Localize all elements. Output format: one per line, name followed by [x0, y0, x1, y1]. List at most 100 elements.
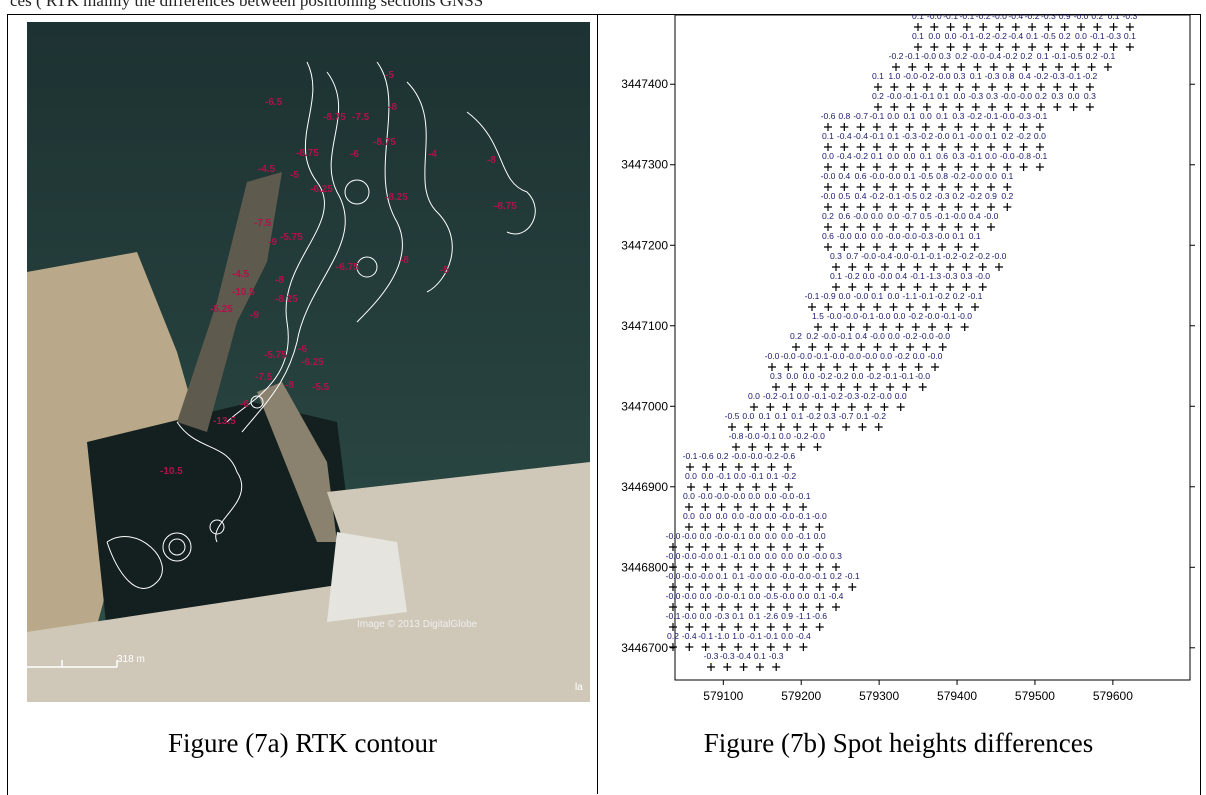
spot-label: 0.1	[887, 131, 899, 141]
spot-cross	[907, 103, 915, 111]
x-tick-label: 579300	[859, 689, 899, 703]
spot-label: -0.1	[779, 391, 794, 401]
spot-label: -0.1	[943, 14, 958, 21]
spot-label: -0.0	[984, 211, 999, 221]
spot-label: 0.1	[732, 611, 744, 621]
spot-label: 0.1	[912, 31, 924, 41]
spot-label: 0.4	[855, 191, 867, 201]
depth-label: -10.5	[160, 466, 183, 477]
spot-label: -0.5	[902, 191, 917, 201]
spot-cross	[718, 603, 726, 611]
spot-label: -0.0	[853, 211, 868, 221]
spot-label: -0.0	[748, 451, 763, 461]
spot-label: -0.2	[794, 431, 809, 441]
spot-label: -0.3	[844, 391, 859, 401]
spot-cross	[767, 503, 775, 511]
spot-label: -0.1	[731, 591, 746, 601]
spot-cross	[734, 643, 742, 651]
spot-label: 0.1	[814, 591, 826, 601]
spot-label: 0.6	[855, 171, 867, 181]
spot-label: -0.0	[1000, 111, 1015, 121]
spot-label: -0.1	[1100, 51, 1115, 61]
spot-label: -0.0	[919, 331, 934, 341]
spot-cross	[799, 543, 807, 551]
spot-label: 0.0	[797, 551, 809, 561]
spot-cross	[799, 583, 807, 591]
spot-cross	[840, 163, 848, 171]
spot-label: -0.0	[877, 391, 892, 401]
spot-label: 0.9	[781, 611, 793, 621]
spot-cross	[947, 43, 955, 51]
page: ces ( RTK mainly the differences between…	[0, 0, 1206, 794]
spot-label: 0.0	[716, 511, 728, 521]
spot-cross	[873, 303, 881, 311]
spot-label: -0.2	[828, 391, 843, 401]
y-tick-label: 3447200	[621, 238, 668, 252]
spot-cross	[938, 183, 946, 191]
spot-cross	[938, 163, 946, 171]
spot-label: 0.0	[1068, 91, 1080, 101]
spot-cross	[1077, 43, 1085, 51]
spot-cross	[873, 203, 881, 211]
spot-label: -0.2	[959, 251, 974, 261]
spot-cross	[915, 363, 923, 371]
spot-cross	[857, 223, 865, 231]
spot-cross	[1004, 103, 1012, 111]
spot-cross	[922, 243, 930, 251]
spot-label: -0.0	[714, 531, 729, 541]
spot-cross	[799, 563, 807, 571]
spot-label: 0.0	[871, 211, 883, 221]
spot-label: -0.0	[812, 551, 827, 561]
spot-cross	[955, 303, 963, 311]
spot-label: 0.0	[683, 511, 695, 521]
spot-cross	[685, 543, 693, 551]
spot-label: 0.0	[732, 511, 744, 521]
spot-cross	[971, 243, 979, 251]
spot-cross	[987, 203, 995, 211]
spot-label: 0.3	[824, 411, 836, 421]
spot-label: 0.4	[969, 211, 981, 221]
spot-cross	[687, 483, 695, 491]
spot-label: 0.0	[765, 511, 777, 521]
spot-cross	[1021, 83, 1029, 91]
spot-label: 0.1	[732, 571, 744, 581]
spot-label: 0.8	[838, 111, 850, 121]
spot-label: -0.1	[796, 531, 811, 541]
spot-cross	[1086, 103, 1094, 111]
spot-label: 0.2	[830, 571, 842, 581]
spot-label: 0.1	[912, 14, 924, 21]
spot-label: -0.3	[902, 131, 917, 141]
spot-cross	[821, 383, 829, 391]
spot-cross	[767, 543, 775, 551]
spot-cross	[847, 323, 855, 331]
spot-cross	[751, 643, 759, 651]
spot-label: -0.0	[666, 551, 681, 561]
spot-label: 0.0	[945, 31, 957, 41]
spot-cross	[889, 183, 897, 191]
spot-cross	[1028, 43, 1036, 51]
spot-cross	[996, 43, 1004, 51]
spot-label: 0.0	[920, 111, 932, 121]
spot-cross	[1004, 83, 1012, 91]
spot-label: -0.0	[714, 491, 729, 501]
spot-cross	[783, 583, 791, 591]
spot-label: 0.3	[952, 111, 964, 121]
spot-label: -0.3	[1041, 14, 1056, 21]
spot-label: -0.6	[812, 611, 827, 621]
spot-cross	[767, 523, 775, 531]
spot-cross	[889, 203, 897, 211]
spot-label: -0.0	[779, 491, 794, 501]
spot-cross	[987, 183, 995, 191]
spot-cross	[669, 623, 677, 631]
spot-label: 0.2	[953, 291, 965, 301]
spot-label: -0.1	[805, 291, 820, 301]
spot-label: 0.0	[749, 531, 761, 541]
corner-text: la	[575, 682, 583, 693]
spot-label: -0.1	[683, 451, 698, 461]
spot-label: 0.1	[1026, 31, 1038, 41]
spot-label: 0.1	[775, 411, 787, 421]
spot-label: -0.0	[827, 311, 842, 321]
spot-cross	[914, 263, 922, 271]
spot-cross	[971, 143, 979, 151]
spot-cross	[874, 83, 882, 91]
